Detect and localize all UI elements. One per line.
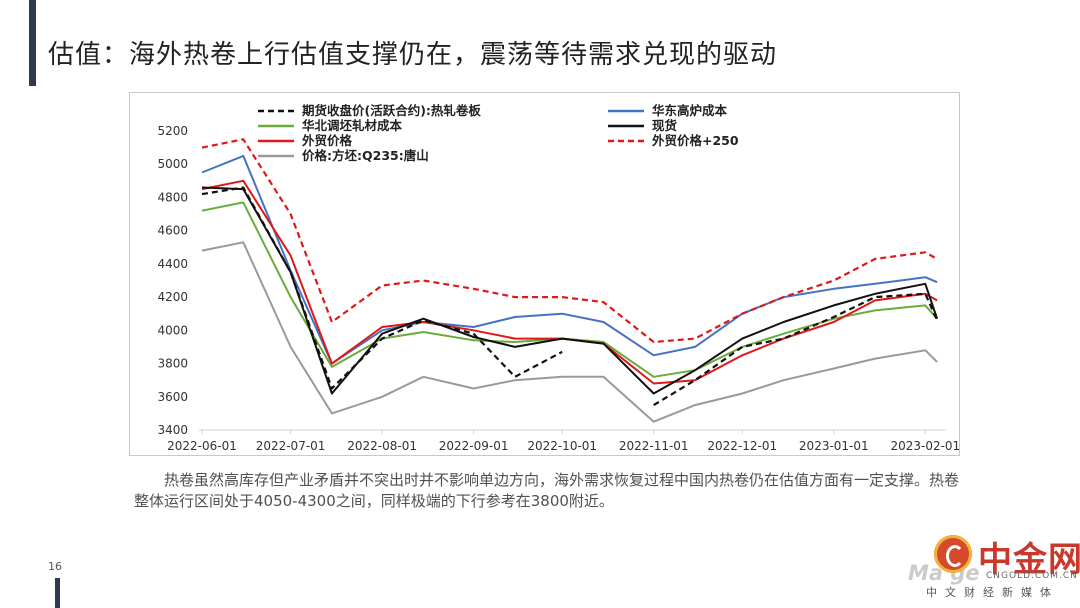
series-line-3 [201,186,939,395]
x-tick-label: 2022-08-01 [347,439,417,453]
y-tick-label: 4800 [157,190,188,204]
logo-site: CNGOLD.COM.CN [986,571,1078,581]
caption-text: 热卷虽然高库存但产业矛盾并不突出时并不影响单边方向，海外需求恢复过程中国内热卷仍… [134,471,960,510]
y-tick-label: 4600 [157,224,188,238]
y-tick-label: 3600 [157,390,188,404]
legend-label: 华东高炉成本 [652,103,728,118]
caption: 热卷虽然高库存但产业矛盾并不突出时并不影响单边方向，海外需求恢复过程中国内热卷仍… [134,470,964,512]
legend-label: 外贸价格 [301,133,353,148]
x-tick-label: 2022-12-01 [707,439,777,453]
legend-label: 现货 [652,118,678,133]
x-tick-label: 2022-10-01 [527,439,597,453]
y-tick-label: 3400 [157,423,188,437]
x-tick-label: 2022-09-01 [439,439,509,453]
footer-accent-bar [55,578,60,608]
y-tick-label: 4400 [157,257,188,271]
title-accent-bar [29,0,36,86]
x-tick-label: 2022-11-01 [619,439,689,453]
legend-label: 价格:方坯:Q235:唐山 [302,148,429,163]
logo-emblem-icon [934,535,972,573]
page-number: 16 [48,560,62,573]
y-tick-label: 5000 [157,157,188,171]
logo-name: 中金网 [978,540,1080,580]
y-tick-label: 4000 [157,323,188,337]
y-tick-label: 4200 [157,290,188,304]
x-tick-label: 2022-06-01 [167,439,237,453]
legend-label: 华北调坯轧材成本 [302,118,403,133]
series-line-5 [201,138,938,344]
y-tick-label: 3800 [157,357,188,371]
y-tick-label: 5200 [157,124,188,138]
line-chart: 3400 3600 3800 4000 4200 4400 4600 4800 5000 5200… [157,103,959,453]
x-tick-label: 2023-02-01 [890,439,959,453]
slide-title: 估值：海外热卷上行估值支撑仍在，震荡等待需求兑现的驱动 [48,40,778,70]
x-tick-label: 2022-07-01 [256,439,326,453]
legend-label: 外贸价格+250 [651,133,739,148]
series-line-0 [201,186,939,407]
chart-frame: 3400 3600 3800 4000 4200 4400 4600 4800 5000 5200… [129,92,960,456]
logo-tagline: 中文财经新媒体 [926,586,1059,599]
x-tick-label: 2023-01-01 [799,439,869,453]
series-line-6 [201,241,938,423]
legend-label: 期货收盘价(活跃合约):热轧卷板 [302,103,481,118]
site-logo: Ma ge 中金网 CNGOLD.COM.CN 中文财经新媒体 [908,530,1080,606]
